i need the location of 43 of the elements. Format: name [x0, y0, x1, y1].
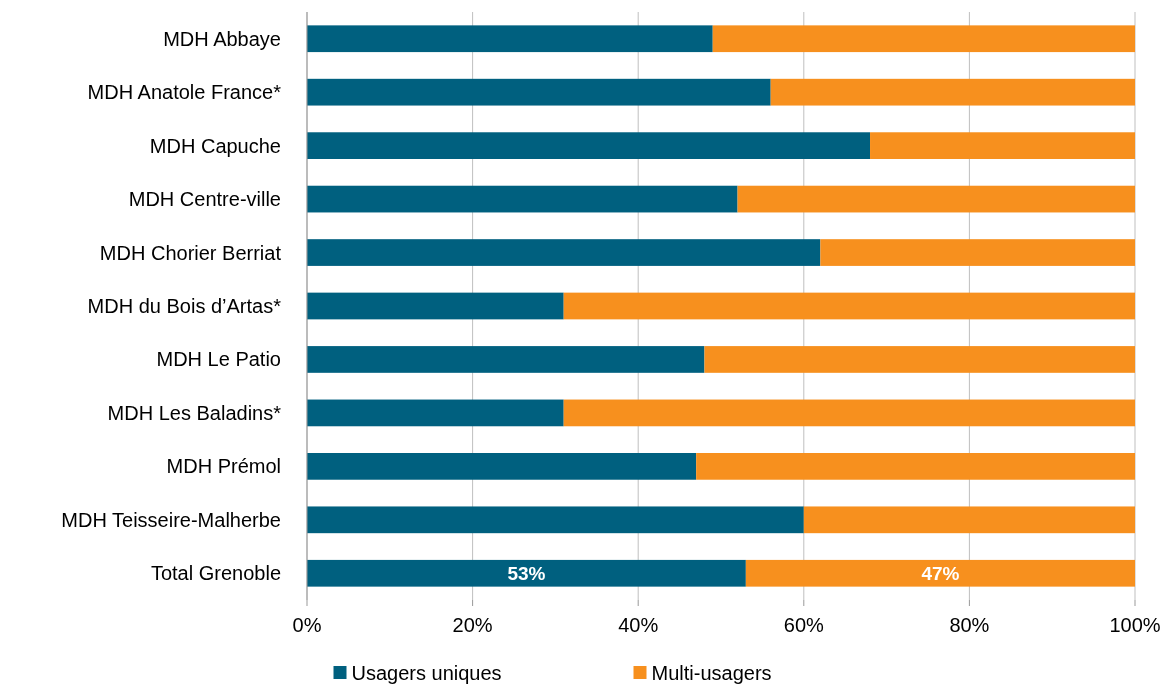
bar	[563, 399, 1135, 427]
bar	[737, 185, 1135, 213]
bar	[696, 453, 1135, 480]
y-tick-label: MDH Abbaye	[163, 27, 281, 50]
bar	[307, 132, 871, 159]
bar	[563, 292, 1135, 320]
data-label: 47%	[921, 562, 960, 584]
y-tick-label: MDH Les Baladins*	[107, 401, 282, 424]
bar	[307, 239, 821, 266]
y-tick-label: MDH Le Patio	[156, 348, 281, 371]
legend-label: Usagers uniques	[351, 662, 502, 684]
legend-label: Multi-usagers	[651, 662, 772, 684]
x-tick-label: 80%	[949, 614, 990, 636]
bar	[745, 559, 1135, 587]
bar	[307, 453, 697, 480]
bar	[803, 506, 1135, 534]
x-tick-label: 20%	[452, 614, 493, 636]
bar	[307, 25, 713, 53]
x-tick-label: 0%	[292, 614, 322, 636]
x-tick-label: 100%	[1109, 614, 1161, 636]
y-tick-label: MDH Capuche	[149, 134, 281, 157]
bar	[307, 292, 564, 320]
bar	[307, 399, 564, 427]
bar	[820, 239, 1135, 266]
bar	[704, 346, 1135, 373]
bar	[870, 132, 1135, 159]
bar	[712, 25, 1135, 53]
x-tick-label: 60%	[783, 614, 825, 636]
y-tick-label: MDH Chorier Berriat	[99, 241, 282, 264]
bar	[307, 346, 705, 373]
y-tick-label: MDH Teisseire-Malherbe	[61, 508, 281, 531]
data-label: 53%	[507, 562, 546, 584]
bar	[770, 78, 1135, 106]
y-tick-label: MDH du Bois d’Artas*	[87, 295, 282, 317]
y-tick-label: Total Grenoble	[150, 562, 281, 585]
bar	[307, 506, 804, 534]
x-tick-label: 40%	[618, 614, 659, 636]
bar	[307, 185, 738, 213]
y-tick-label: MDH Centre-ville	[128, 188, 281, 211]
bar	[307, 78, 771, 106]
y-tick-label: MDH Prémol	[166, 455, 281, 478]
y-tick-label: MDH Anatole France*	[87, 81, 282, 104]
bar	[307, 559, 746, 587]
